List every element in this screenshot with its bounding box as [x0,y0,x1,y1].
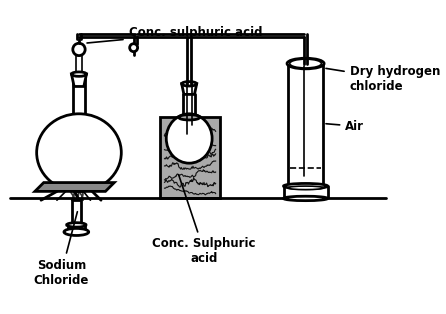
FancyBboxPatch shape [72,200,81,225]
Ellipse shape [64,228,89,236]
Ellipse shape [178,115,200,120]
Ellipse shape [37,114,121,192]
Ellipse shape [182,82,197,86]
Ellipse shape [73,43,85,56]
Ellipse shape [290,59,322,68]
Polygon shape [35,182,114,192]
Text: Air: Air [326,120,364,133]
Polygon shape [71,74,87,86]
Ellipse shape [71,72,87,76]
Ellipse shape [66,223,86,227]
Text: Conc. Sulphuric
acid: Conc. Sulphuric acid [153,175,256,265]
Ellipse shape [287,58,324,69]
Text: Sodium
Chloride: Sodium Chloride [33,212,89,286]
FancyBboxPatch shape [67,225,85,232]
Ellipse shape [166,114,212,163]
Ellipse shape [284,183,328,189]
Ellipse shape [284,196,328,201]
Polygon shape [182,84,197,95]
Text: Dry hydrogen
chloride: Dry hydrogen chloride [326,65,440,93]
FancyBboxPatch shape [160,117,220,198]
Ellipse shape [288,186,323,190]
Ellipse shape [130,44,138,51]
Text: Conc. sulphuric acid: Conc. sulphuric acid [87,26,262,43]
